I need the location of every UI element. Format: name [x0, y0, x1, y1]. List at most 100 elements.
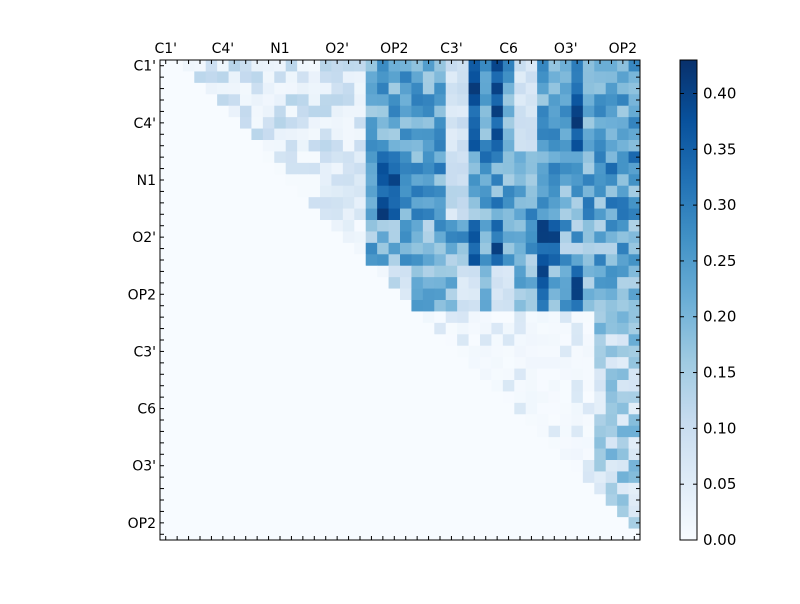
- heatmap-cell: [480, 300, 492, 312]
- heatmap-cell: [205, 448, 218, 461]
- heatmap-cell: [617, 94, 629, 107]
- heatmap-cell: [582, 288, 595, 301]
- heatmap-cell: [377, 505, 389, 518]
- heatmap-cell: [160, 494, 172, 507]
- heatmap-cell: [400, 494, 412, 507]
- heatmap-cell: [525, 117, 538, 129]
- heatmap-cell: [628, 380, 641, 392]
- heatmap-cell: [251, 402, 264, 415]
- heatmap-cell: [422, 357, 435, 369]
- heatmap-cell: [320, 448, 332, 461]
- heatmap-cell: [274, 162, 287, 175]
- heatmap-cell: [205, 105, 218, 118]
- heatmap-cell: [217, 128, 229, 141]
- heatmap-cell: [365, 231, 378, 244]
- heatmap-cell: [342, 460, 355, 472]
- heatmap-cell: [342, 391, 355, 404]
- heatmap-cell: [457, 517, 469, 529]
- heatmap-cell: [537, 254, 549, 267]
- heatmap-cell: [320, 482, 332, 495]
- heatmap-cell: [411, 128, 424, 141]
- heatmap-cell: [320, 437, 332, 449]
- heatmap-cell: [160, 220, 172, 232]
- heatmap-cell: [537, 197, 549, 209]
- heatmap-cell: [285, 380, 298, 392]
- heatmap-cell: [354, 517, 367, 529]
- heatmap-cell: [285, 334, 298, 347]
- heatmap-cell: [285, 402, 298, 415]
- heatmap-cell: [331, 162, 344, 175]
- heatmap-cell: [514, 345, 527, 358]
- heatmap-cell: [240, 197, 252, 209]
- heatmap-cell: [251, 300, 264, 312]
- heatmap-cell: [354, 71, 367, 84]
- heatmap-cell: [388, 174, 401, 187]
- heatmap-cell: [571, 151, 584, 164]
- heatmap-cell: [434, 425, 447, 438]
- heatmap-cell: [160, 391, 172, 404]
- heatmap-cell: [331, 151, 344, 164]
- heatmap-cell: [308, 322, 321, 335]
- heatmap-cell: [422, 140, 435, 152]
- y-tick-label: O3': [132, 459, 156, 475]
- heatmap-cell: [400, 197, 412, 209]
- heatmap-cell: [594, 242, 607, 255]
- heatmap-cell: [274, 368, 287, 381]
- heatmap-cell: [377, 517, 389, 529]
- heatmap-cell: [445, 345, 458, 358]
- heatmap-cell: [297, 242, 309, 255]
- heatmap-cell: [262, 437, 275, 449]
- heatmap-cell: [331, 197, 344, 209]
- heatmap-cell: [457, 448, 469, 461]
- heatmap-cell: [274, 128, 287, 141]
- heatmap-cell: [400, 162, 412, 175]
- heatmap-cell: [228, 174, 241, 187]
- heatmap-cell: [445, 334, 458, 347]
- heatmap-cell: [217, 334, 229, 347]
- heatmap-cell: [182, 265, 195, 278]
- heatmap-cell: [377, 128, 389, 141]
- heatmap-cell: [160, 185, 172, 198]
- heatmap-cell: [457, 460, 469, 472]
- heatmap-cell: [502, 471, 515, 484]
- heatmap-cell: [491, 128, 504, 141]
- heatmap-cell: [400, 94, 412, 107]
- heatmap-cell: [182, 460, 195, 472]
- heatmap-cell: [548, 94, 561, 107]
- heatmap-cell: [422, 300, 435, 312]
- heatmap-cell: [194, 368, 207, 381]
- heatmap-cell: [308, 334, 321, 347]
- heatmap-cell: [434, 334, 447, 347]
- heatmap-cell: [388, 471, 401, 484]
- heatmap-cell: [502, 242, 515, 255]
- heatmap-cell: [171, 414, 184, 427]
- heatmap-cell: [434, 391, 447, 404]
- heatmap-cell: [560, 231, 572, 244]
- heatmap-cell: [377, 368, 389, 381]
- heatmap-cell: [160, 517, 172, 529]
- heatmap-cell: [160, 128, 172, 141]
- heatmap-cell: [217, 231, 229, 244]
- heatmap-cell: [560, 162, 572, 175]
- heatmap-cell: [445, 448, 458, 461]
- heatmap-cell: [205, 528, 218, 541]
- heatmap-cell: [502, 300, 515, 312]
- heatmap-cell: [160, 288, 172, 301]
- heatmap-cell: [342, 482, 355, 495]
- heatmap-cell: [628, 334, 641, 347]
- heatmap-cell: [262, 71, 275, 84]
- heatmap-cell: [331, 402, 344, 415]
- heatmap-cell: [285, 60, 298, 72]
- heatmap-cell: [560, 185, 572, 198]
- heatmap-cell: [594, 277, 607, 289]
- heatmap-cell: [514, 460, 527, 472]
- heatmap-cell: [285, 82, 298, 95]
- heatmap-cell: [274, 71, 287, 84]
- heatmap-cell: [262, 208, 275, 221]
- heatmap-cell: [411, 117, 424, 129]
- heatmap-cell: [285, 265, 298, 278]
- heatmap-cell: [331, 254, 344, 267]
- heatmap-cell: [171, 265, 184, 278]
- heatmap-cell: [194, 357, 207, 369]
- x-tick-label: C4': [212, 41, 235, 57]
